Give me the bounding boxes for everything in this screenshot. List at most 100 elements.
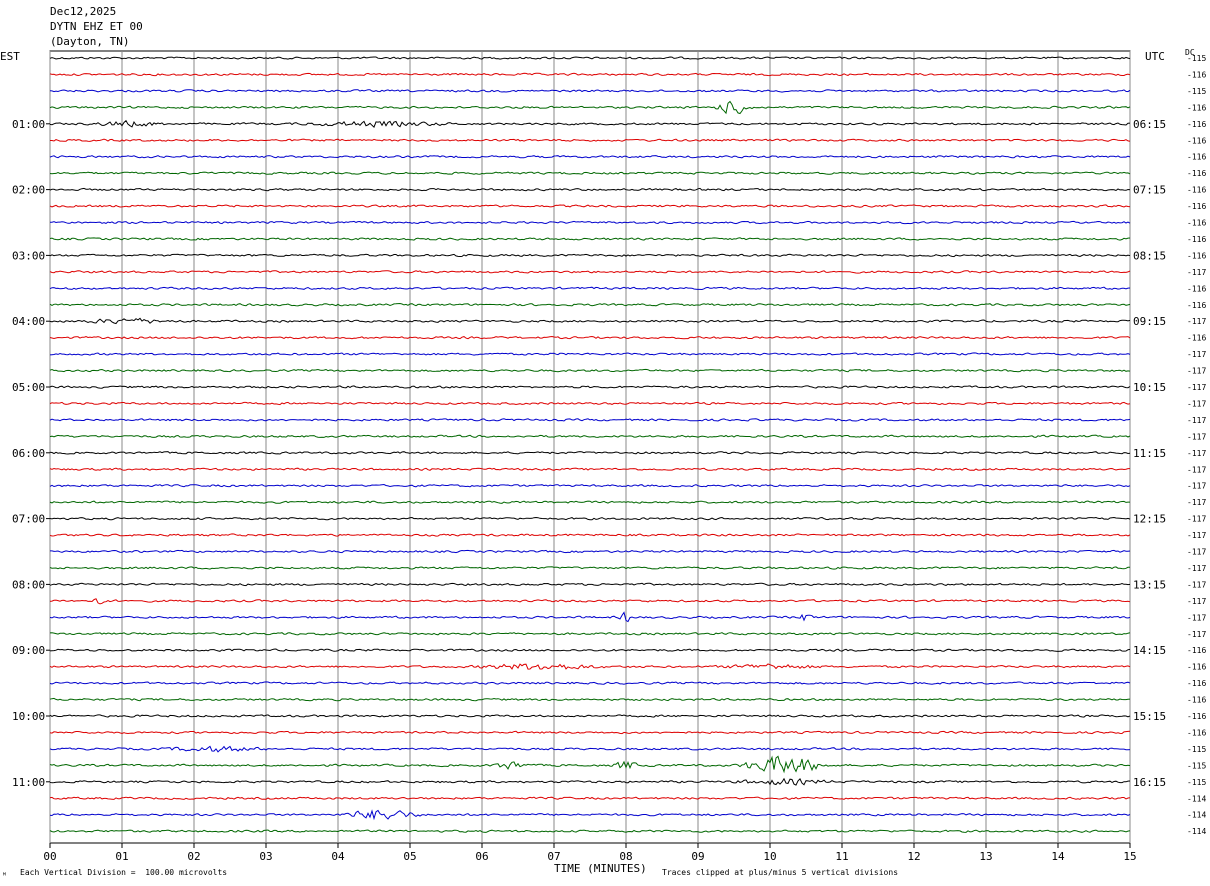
trace-line — [49, 500, 1130, 504]
x-tick-label: 03 — [259, 850, 272, 863]
clip-note: Traces clipped at plus/minus 5 vertical … — [662, 868, 899, 877]
dc-offset-label: -117 — [1187, 564, 1206, 573]
trace-line — [49, 533, 1131, 537]
dc-offset-label: -116 — [1187, 202, 1206, 211]
trace-line — [49, 777, 1131, 786]
utc-hour-label: 07:15 — [1133, 184, 1166, 197]
trace-line — [49, 566, 1131, 570]
trace-line — [49, 434, 1131, 438]
trace-line — [49, 663, 1131, 670]
x-tick-label: 07 — [547, 850, 560, 863]
x-tick-label: 06 — [475, 850, 488, 863]
x-tick-label: 13 — [979, 850, 992, 863]
trace-line — [49, 253, 1131, 258]
trace-line — [49, 598, 1131, 605]
trace-line — [49, 204, 1131, 208]
trace-line — [49, 270, 1131, 274]
x-tick-label: 00 — [43, 850, 56, 863]
utc-hour-label: 13:15 — [1133, 578, 1166, 591]
trace-line — [49, 714, 1131, 718]
dc-offset-label: -117 — [1187, 515, 1206, 524]
left-timezone-label: EST — [0, 50, 20, 63]
utc-hour-label: 15:15 — [1133, 710, 1166, 723]
x-tick-label: 01 — [115, 850, 128, 863]
est-hour-label: 08:00 — [12, 578, 45, 591]
dc-offset-label: -116 — [1187, 103, 1206, 112]
dc-offset-label: -116 — [1187, 186, 1206, 195]
trace-line — [49, 611, 1131, 623]
trace-line — [49, 467, 1130, 471]
est-hour-label: 05:00 — [12, 381, 45, 394]
utc-hour-label: 11:15 — [1133, 447, 1166, 460]
utc-hour-label: 09:15 — [1133, 315, 1166, 328]
dc-offset-label: -117 — [1187, 465, 1206, 474]
x-tick-label: 15 — [1123, 850, 1136, 863]
vertical-scale-note: Each Vertical Division = 100.00 microvol… — [20, 868, 228, 877]
trace-line — [49, 681, 1131, 685]
station-location: (Dayton, TN) — [50, 35, 130, 48]
trace-line — [49, 582, 1131, 587]
dc-offset-label: -117 — [1187, 399, 1206, 408]
trace-line — [49, 385, 1131, 389]
x-tick-label: 05 — [403, 850, 416, 863]
corner-mark: ᴹ — [2, 871, 7, 880]
dc-offset-label: -116 — [1187, 169, 1206, 178]
trace-line — [49, 335, 1131, 340]
dc-offset-label: -114 — [1187, 827, 1206, 836]
dc-offset-label: -117 — [1187, 597, 1206, 606]
dc-offset-label: -115 — [1187, 54, 1206, 63]
utc-hour-label: 06:15 — [1133, 118, 1166, 131]
x-tick-label: 12 — [907, 850, 920, 863]
dc-offset-label: -117 — [1187, 416, 1206, 425]
est-hour-label: 01:00 — [12, 118, 45, 131]
est-hour-label: 09:00 — [12, 644, 45, 657]
utc-hour-label: 08:15 — [1133, 249, 1166, 262]
est-hour-label: 07:00 — [12, 513, 45, 526]
trace-line — [49, 483, 1131, 488]
utc-hour-label: 16:15 — [1133, 776, 1166, 789]
x-tick-label: 14 — [1051, 850, 1065, 863]
dc-offset-label: -117 — [1187, 548, 1206, 557]
x-tick-label: 08 — [619, 850, 632, 863]
est-hour-label: 03:00 — [12, 249, 45, 262]
dc-offset-label: -117 — [1187, 367, 1206, 376]
est-hour-label: 11:00 — [12, 776, 45, 789]
trace-line — [49, 451, 1131, 455]
est-hour-label: 04:00 — [12, 315, 45, 328]
dc-offset-label: -117 — [1187, 350, 1206, 359]
trace-line — [50, 138, 1131, 142]
dc-offset-label: -117 — [1187, 383, 1206, 392]
trace-line — [49, 72, 1131, 77]
dc-offset-label: -116 — [1187, 251, 1206, 260]
trace-line — [49, 697, 1131, 702]
trace-line — [49, 730, 1131, 735]
trace-line — [49, 368, 1131, 373]
dc-offset-label: -115 — [1187, 745, 1206, 754]
x-tick-label: 11 — [835, 850, 848, 863]
dc-offset-label: -117 — [1187, 449, 1206, 458]
trace-line — [49, 237, 1131, 241]
station-code: DYTN EHZ ET 00 — [50, 20, 143, 33]
dc-offset-label: -116 — [1187, 646, 1206, 655]
trace-line — [49, 171, 1131, 175]
x-tick-label: 09 — [691, 850, 704, 863]
dc-offset-label: -117 — [1187, 498, 1206, 507]
dc-offset-label: -116 — [1187, 712, 1206, 721]
trace-line — [49, 155, 1131, 159]
x-axis-title: TIME (MINUTES) — [554, 862, 647, 875]
dc-offset-label: -117 — [1187, 531, 1206, 540]
x-tick-label: 10 — [763, 850, 776, 863]
trace-line — [49, 302, 1131, 307]
dc-offset-label: -117 — [1187, 482, 1206, 491]
est-hour-label: 10:00 — [12, 710, 45, 723]
dc-offset-label: -117 — [1187, 432, 1206, 441]
plot-date: Dec12,2025 — [50, 5, 117, 18]
trace-line — [49, 119, 1131, 128]
trace-line — [49, 648, 1131, 652]
est-hour-label: 02:00 — [12, 184, 45, 197]
dc-offset-label: -116 — [1187, 153, 1206, 162]
dc-offset-label: -114 — [1187, 794, 1206, 803]
dc-offset-label: -117 — [1187, 317, 1206, 326]
trace-line — [49, 401, 1131, 406]
